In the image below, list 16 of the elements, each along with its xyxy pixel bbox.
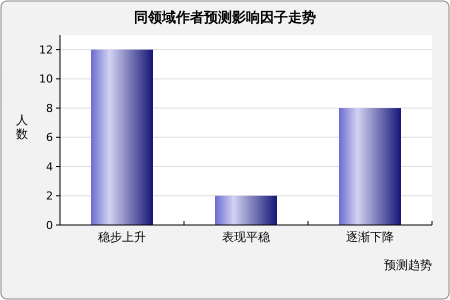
y-tick-label: 12 — [39, 43, 53, 56]
y-tick-label: 6 — [46, 131, 53, 144]
x-tick-label: 逐渐下降 — [346, 230, 394, 244]
bar — [339, 108, 401, 225]
y-axis-title: 人数 — [16, 113, 28, 141]
x-axis-title: 预测趋势 — [384, 258, 432, 272]
chart-title: 同领域作者预测影响因子走势 — [134, 10, 316, 26]
y-tick-label: 0 — [46, 218, 53, 232]
y-tick-label: 4 — [46, 160, 53, 174]
x-tick-label: 表现平稳 — [222, 230, 270, 244]
x-tick-label: 稳步上升 — [98, 230, 146, 244]
bar — [215, 196, 277, 225]
y-tick-label: 2 — [46, 190, 53, 203]
y-tick-label: 8 — [46, 102, 53, 115]
y-tick-label: 10 — [39, 72, 53, 86]
bar — [91, 50, 153, 225]
